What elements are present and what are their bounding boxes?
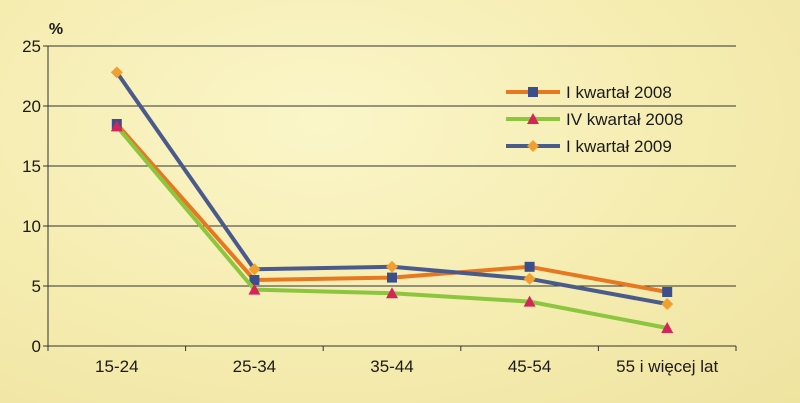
series-3 — [110, 66, 674, 310]
data-point — [524, 261, 535, 272]
series-2 — [110, 120, 674, 333]
x-tick-label: 55 i więcej lat — [616, 357, 718, 376]
legend-item: IV kwartał 2008 — [506, 110, 683, 129]
y-tick-label: 15 — [22, 157, 41, 176]
y-tick-labels: 0 5 10 15 20 25 — [22, 37, 48, 356]
legend-marker — [528, 87, 538, 97]
y-tick-label: 25 — [22, 37, 41, 56]
data-point — [523, 295, 536, 307]
x-tick-label: 15-24 — [95, 357, 138, 376]
data-point — [248, 283, 261, 295]
legend-item: I kwartał 2008 — [506, 83, 672, 102]
data-point — [248, 263, 261, 276]
data-point — [661, 322, 674, 333]
data-point — [386, 287, 398, 299]
y-tick-label: 20 — [22, 97, 41, 116]
x-tick-labels: 15-24 25-34 35-44 45-54 55 i więcej lat — [47, 346, 737, 376]
grid-lines — [48, 45, 736, 287]
legend: I kwartał 2008 IV kwartał 2008 I kwartał 2… — [506, 83, 683, 156]
data-point — [110, 66, 123, 79]
legend-marker — [527, 113, 539, 124]
data-point — [110, 120, 123, 132]
axes — [47, 46, 736, 347]
data-point — [386, 260, 398, 273]
legend-marker — [527, 140, 539, 152]
legend-item: I kwartał 2009 — [506, 137, 672, 156]
legend-label: I kwartał 2008 — [566, 83, 672, 102]
legend-label: IV kwartał 2008 — [566, 110, 683, 129]
y-tick-label: 10 — [22, 217, 41, 236]
series-group — [110, 66, 674, 333]
x-tick-label: 45-54 — [508, 357, 551, 376]
data-point — [523, 272, 536, 285]
data-point — [387, 272, 397, 283]
y-tick-label: 0 — [32, 337, 41, 356]
legend-label: I kwartał 2009 — [566, 137, 672, 156]
data-point — [661, 298, 674, 310]
x-tick-label: 35-44 — [370, 357, 413, 376]
x-tick-label: 25-34 — [233, 357, 276, 376]
data-point — [662, 287, 673, 297]
y-tick-label: 5 — [32, 277, 41, 296]
data-point — [249, 275, 260, 285]
y-axis-unit-label: % — [49, 21, 63, 38]
